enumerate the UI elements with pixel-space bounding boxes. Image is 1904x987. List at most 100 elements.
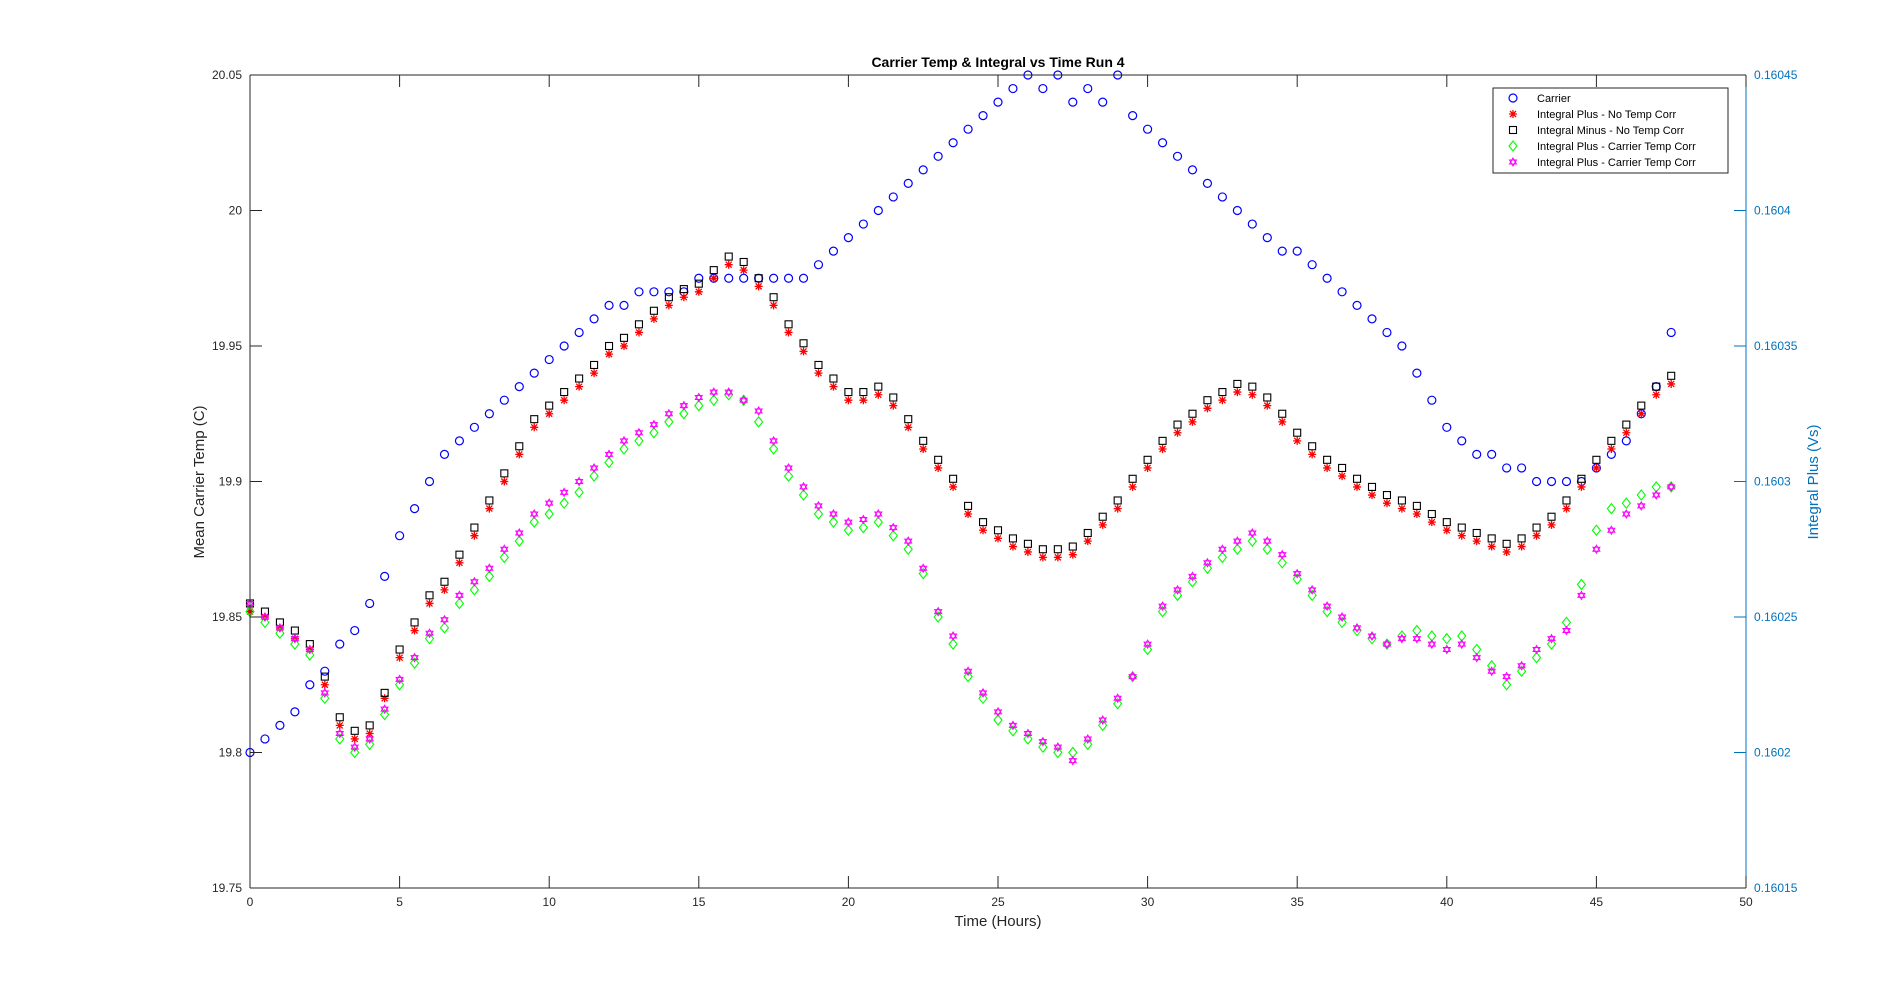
data-point bbox=[260, 611, 270, 623]
data-point bbox=[1576, 578, 1587, 591]
data-point bbox=[874, 390, 883, 399]
data-point bbox=[1442, 526, 1451, 535]
data-point bbox=[1577, 590, 1586, 601]
data-point bbox=[634, 427, 644, 438]
data-point bbox=[1531, 651, 1542, 664]
data-point bbox=[933, 151, 943, 161]
data-point bbox=[1217, 192, 1228, 202]
data-point bbox=[1472, 652, 1482, 663]
data-point bbox=[1203, 557, 1212, 568]
data-point bbox=[1202, 178, 1213, 188]
data-point bbox=[933, 611, 943, 623]
data-point bbox=[634, 287, 644, 297]
data-point bbox=[1023, 547, 1032, 556]
data-point bbox=[1562, 496, 1571, 505]
data-point bbox=[484, 570, 495, 583]
data-point bbox=[575, 374, 584, 383]
data-point bbox=[873, 205, 883, 216]
data-point bbox=[1053, 746, 1063, 759]
left-tick-label: 19.8 bbox=[219, 746, 243, 760]
data-point bbox=[1532, 531, 1541, 540]
data-point bbox=[783, 273, 794, 283]
data-point bbox=[260, 616, 270, 629]
data-point bbox=[1666, 481, 1676, 492]
data-point bbox=[918, 165, 928, 175]
data-point bbox=[1367, 482, 1377, 491]
data-point bbox=[275, 622, 285, 633]
data-point bbox=[903, 536, 913, 547]
data-point bbox=[784, 320, 793, 329]
data-point bbox=[873, 516, 884, 529]
data-point bbox=[1562, 625, 1571, 636]
data-point bbox=[1293, 436, 1302, 445]
data-point bbox=[1547, 512, 1556, 521]
data-point bbox=[1142, 643, 1153, 656]
data-point bbox=[1263, 401, 1272, 410]
data-point bbox=[1592, 463, 1601, 472]
data-point bbox=[963, 666, 973, 677]
data-point bbox=[1532, 644, 1541, 655]
data-point bbox=[1397, 341, 1407, 351]
data-point bbox=[919, 444, 928, 453]
left-y-axis: 19.75 19.8 19.85 19.9 19.95 20 20.05 bbox=[212, 68, 262, 895]
data-point bbox=[1128, 482, 1137, 491]
data-point bbox=[1218, 396, 1227, 405]
data-point bbox=[919, 436, 928, 445]
data-point bbox=[1173, 584, 1182, 595]
data-point bbox=[485, 563, 494, 574]
data-point bbox=[1531, 476, 1542, 487]
data-point bbox=[320, 672, 329, 681]
data-point bbox=[560, 396, 569, 405]
data-point bbox=[858, 219, 868, 229]
data-point bbox=[949, 474, 958, 483]
data-point bbox=[1382, 639, 1392, 650]
data-point bbox=[993, 706, 1003, 717]
data-point bbox=[888, 529, 898, 542]
data-point bbox=[873, 509, 883, 520]
data-point bbox=[858, 521, 869, 534]
data-point bbox=[679, 293, 688, 302]
data-point bbox=[1128, 111, 1138, 121]
data-point bbox=[1292, 246, 1302, 256]
data-point bbox=[1158, 601, 1167, 612]
data-point bbox=[455, 590, 464, 601]
data-point bbox=[1262, 536, 1272, 547]
data-point bbox=[514, 382, 524, 392]
data-point bbox=[619, 300, 629, 310]
data-point bbox=[395, 674, 404, 685]
data-point bbox=[1621, 436, 1631, 446]
right-tick-label: 0.16015 bbox=[1754, 881, 1798, 895]
data-point bbox=[664, 415, 674, 428]
data-point bbox=[335, 733, 345, 745]
legend-entry: Integral Minus - No Temp Corr bbox=[1537, 125, 1684, 137]
data-point bbox=[1188, 571, 1197, 582]
x-tick-label: 35 bbox=[1291, 895, 1305, 909]
data-point bbox=[948, 638, 958, 650]
data-point bbox=[1352, 474, 1362, 483]
data-point bbox=[439, 621, 450, 634]
data-point bbox=[798, 489, 809, 501]
data-point bbox=[1083, 83, 1093, 94]
data-point bbox=[754, 274, 763, 283]
legend-marker bbox=[1508, 140, 1518, 152]
data-point bbox=[1546, 638, 1557, 650]
right-tick-label: 0.1603 bbox=[1754, 475, 1791, 489]
data-point bbox=[1367, 630, 1377, 641]
data-point bbox=[544, 508, 554, 520]
data-point bbox=[1188, 409, 1197, 418]
data-point bbox=[1232, 205, 1242, 216]
data-point bbox=[1486, 659, 1497, 672]
left-tick-label: 19.75 bbox=[212, 881, 242, 895]
data-point bbox=[1232, 543, 1243, 556]
data-point bbox=[1248, 382, 1257, 391]
data-point bbox=[1412, 501, 1421, 510]
data-point bbox=[979, 526, 988, 535]
data-point bbox=[843, 524, 854, 537]
data-point bbox=[275, 720, 285, 731]
data-point bbox=[694, 392, 704, 403]
data-point bbox=[335, 713, 344, 722]
data-point bbox=[1173, 420, 1182, 429]
data-point bbox=[484, 409, 494, 419]
data-point bbox=[1457, 639, 1467, 650]
data-point bbox=[964, 501, 973, 510]
